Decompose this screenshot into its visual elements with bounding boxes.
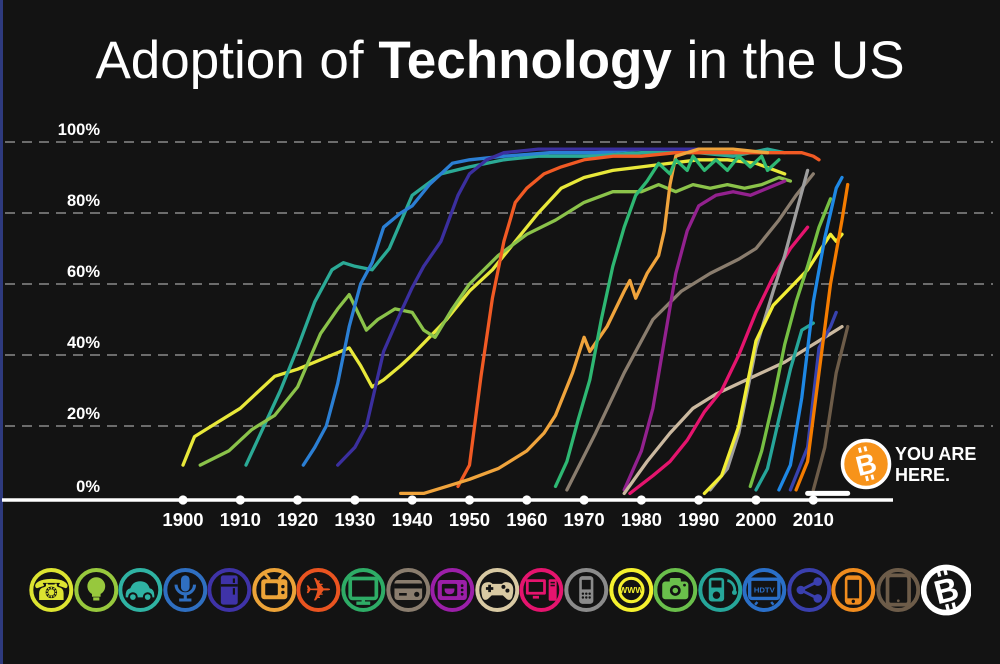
- series-internet: [702, 232, 844, 496]
- svg-text:✈: ✈: [305, 572, 332, 608]
- x-tick-label-1930: 1930: [334, 509, 375, 530]
- title-prefix: Adoption of: [95, 31, 379, 90]
- page-title: Adoption of Technology in the US: [0, 30, 1000, 91]
- series-computer: [628, 225, 810, 496]
- bitcoin-badge-icon: [840, 438, 892, 490]
- series-social-media: [788, 310, 838, 492]
- y-tick-label-20: 20%: [67, 405, 100, 423]
- series-smartphone: [794, 182, 850, 492]
- x-tick-label-2010: 2010: [793, 509, 834, 530]
- series-telephone: [181, 158, 787, 467]
- x-tick-dot-1950: [464, 495, 475, 505]
- bitcoin-icon: B: [920, 564, 971, 616]
- colour-tv-icon: [341, 568, 386, 612]
- y-tick-label-40: 40%: [67, 334, 100, 352]
- x-tick-label-2000: 2000: [735, 509, 776, 530]
- x-tick-label-1950: 1950: [449, 509, 490, 530]
- x-tick-dot-1920: [293, 495, 303, 505]
- title-suffix: in the US: [671, 31, 905, 90]
- automobile-icon: [118, 568, 163, 612]
- x-tick-label-1910: 1910: [220, 509, 261, 530]
- x-tick-label-1970: 1970: [564, 509, 605, 530]
- series-hdtv: [777, 175, 844, 492]
- annotation-line1: YOU ARE: [895, 444, 976, 464]
- computer-icon: [519, 568, 564, 612]
- y-tick-label-0: 0%: [76, 478, 100, 496]
- digital-camera-icon: [653, 568, 698, 612]
- series-colour-tv: [553, 154, 781, 489]
- series-air-travel: [399, 147, 770, 496]
- series-radio: [301, 147, 701, 467]
- air-travel-icon: ✈: [296, 568, 341, 612]
- hdtv-icon: HDTV: [742, 568, 787, 612]
- series-refrigerator: [336, 147, 701, 467]
- x-tick-dot-1990: [694, 495, 704, 505]
- x-tick-label-1920: 1920: [277, 509, 318, 530]
- x-tick-dot-1940: [407, 495, 417, 505]
- svg-text:☎: ☎: [33, 575, 69, 607]
- tablet-icon: [876, 568, 921, 612]
- x-tick-dot-1900: [178, 495, 188, 505]
- x-tick-dot-2010: [808, 495, 818, 505]
- x-tick-dot-2000: [751, 495, 761, 505]
- y-tick-label-100: 100%: [58, 121, 101, 139]
- x-tick-dot-1930: [350, 495, 360, 505]
- social-media-icon: [787, 568, 832, 612]
- electricity-icon: [73, 568, 118, 612]
- title-emphasis: Technology: [378, 31, 672, 90]
- smartphone-icon: [831, 568, 876, 612]
- y-tick-label-80: 80%: [67, 192, 100, 210]
- series-credit-card: [565, 172, 815, 492]
- x-tick-label-1990: 1990: [678, 509, 719, 530]
- y-tick-label-60: 60%: [67, 263, 100, 281]
- microwave-icon: [430, 568, 475, 612]
- svg-text:HDTV: HDTV: [754, 585, 776, 594]
- radio-icon: [163, 568, 208, 612]
- x-tick-dot-1970: [579, 495, 589, 505]
- cell-phone-icon: [564, 568, 609, 612]
- you-are-here-badge: B YOU ARE HERE.: [840, 438, 976, 490]
- video-games-icon: [475, 568, 520, 612]
- left-border-accent: [0, 0, 3, 664]
- television-icon: [252, 568, 297, 612]
- series-electricity: [244, 147, 787, 467]
- x-tick-label-1980: 1980: [621, 509, 662, 530]
- svg-text:WWW: WWW: [619, 585, 644, 595]
- series-tablet: [811, 324, 850, 492]
- x-tick-dot-1980: [636, 495, 647, 505]
- technology-icon-legend: ☎ ✈ WWW HDTV B: [0, 563, 1000, 617]
- series-digital-camera: [748, 197, 833, 489]
- series-automobile: [198, 175, 793, 467]
- series-mp3-player: [754, 321, 815, 492]
- internet-icon: WWW: [608, 568, 653, 612]
- series-television: [456, 151, 821, 489]
- x-tick-dot-1960: [522, 495, 532, 505]
- refrigerator-icon: [207, 568, 252, 612]
- series-video-games: [622, 324, 844, 496]
- adoption-chart: 100% 80% 60% 40% 20% 0% 1900 1910 1920 1930 1940 19…: [2, 121, 993, 530]
- telephone-icon: ☎: [29, 568, 74, 612]
- x-tick-label-1900: 1900: [162, 509, 203, 530]
- x-tick-dot-1910: [235, 495, 245, 505]
- x-tick-label-1940: 1940: [392, 509, 433, 530]
- annotation-line2: HERE.: [895, 465, 950, 485]
- series-microwave: [622, 179, 787, 492]
- credit-card-icon: [385, 568, 430, 612]
- mp3-player-icon: [697, 568, 742, 612]
- x-tick-label-1960: 1960: [506, 509, 547, 530]
